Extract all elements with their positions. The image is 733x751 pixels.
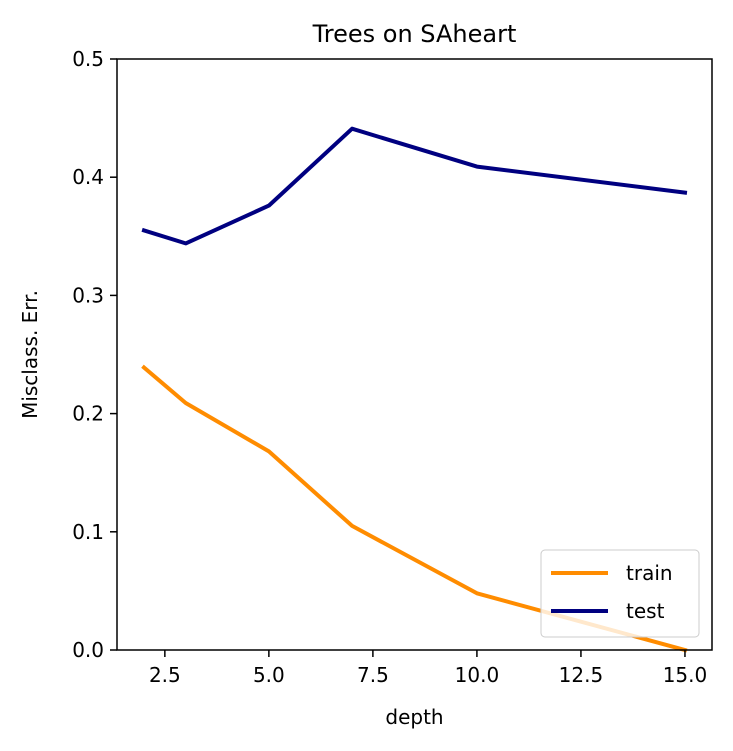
y-tick-label: 0.3: [72, 283, 104, 307]
y-tick-label: 0.5: [72, 47, 104, 71]
x-tick-label: 2.5: [149, 663, 181, 687]
legend-box: [540, 549, 700, 638]
x-tick-label: 12.5: [559, 663, 604, 687]
x-axis-label: depth: [385, 705, 443, 729]
y-tick-label: 0.2: [72, 402, 104, 426]
legend-label-test: test: [626, 599, 665, 623]
series-line-train: [141, 364, 688, 653]
chart-title: Trees on SAheart: [312, 20, 517, 48]
plot-frame: [116, 58, 713, 651]
legend: train test: [540, 549, 700, 638]
legend-label-train: train: [626, 561, 673, 585]
y-tick-label: 0.1: [72, 520, 104, 544]
x-tick-label: 10.0: [455, 663, 500, 687]
x-axis-ticks: 2.5 5.0 7.5 10.0 12.5 15.0: [149, 650, 707, 687]
x-tick-label: 5.0: [253, 663, 285, 687]
series-line-test: [141, 126, 688, 246]
x-tick-label: 7.5: [357, 663, 389, 687]
y-axis-ticks: 0.0 0.1 0.2 0.3 0.4 0.5: [72, 47, 117, 662]
x-tick-label: 15.0: [663, 663, 708, 687]
y-axis-label: Misclass. Err.: [18, 290, 42, 419]
y-tick-label: 0.0: [72, 638, 104, 662]
y-tick-label: 0.4: [72, 165, 104, 189]
series-lines: [141, 126, 688, 653]
